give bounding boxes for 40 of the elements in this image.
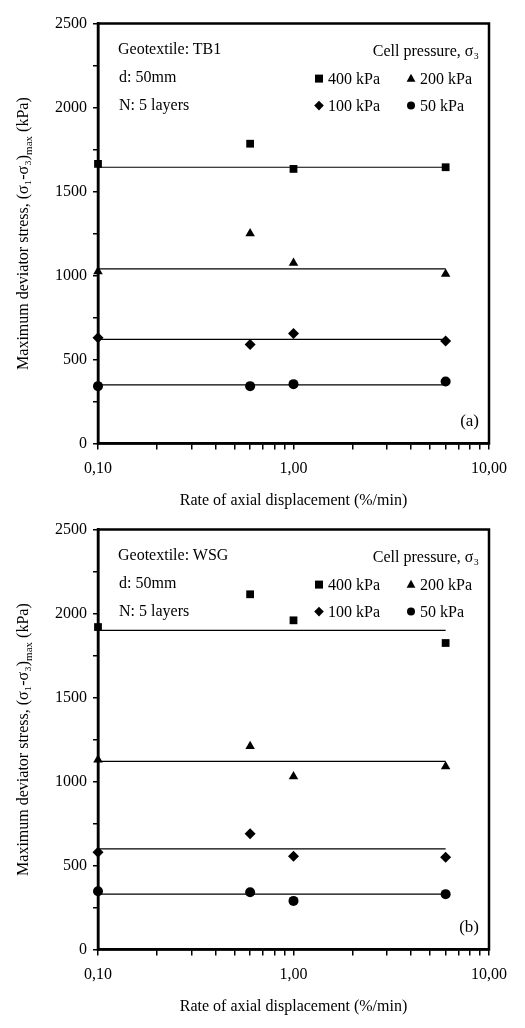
legend-label: 100 kPa xyxy=(328,96,380,114)
y-tick-label: 2000 xyxy=(55,603,87,621)
x-tick-label: 10,00 xyxy=(471,459,507,477)
legend-label: 400 kPa xyxy=(328,575,380,593)
legend-label: 50 kPa xyxy=(420,602,464,620)
annotation: N: 5 layers xyxy=(119,95,190,114)
legend-title: Cell pressure, σ₃ xyxy=(372,41,480,60)
x-tick-label: 1,00 xyxy=(279,459,308,477)
legend-title: Cell pressure, σ₃ xyxy=(372,547,480,566)
y-tick-label: 2500 xyxy=(55,13,87,31)
y-tick-label: 1000 xyxy=(55,265,87,283)
y-tick-label: 1000 xyxy=(55,771,87,789)
annotation: Geotextile: TB1 xyxy=(118,39,222,57)
y-tick-label: 500 xyxy=(63,349,87,367)
x-axis-title: Rate of axial displacement (%/min) xyxy=(179,490,408,509)
annotation: d: 50mm xyxy=(119,67,177,85)
x-tick-label: 1,00 xyxy=(279,965,308,983)
y-axis-title: Maximum deviator stress, (σ₁-σ₃)max (kPa) xyxy=(14,97,34,370)
annotation: (b) xyxy=(459,916,480,936)
legend-label: 400 kPa xyxy=(328,69,380,87)
y-tick-label: 1500 xyxy=(55,687,87,705)
annotation: (a) xyxy=(460,410,480,430)
legend-label: 100 kPa xyxy=(328,602,380,620)
legend-label: 200 kPa xyxy=(420,575,472,593)
annotation: Geotextile: WSG xyxy=(118,545,229,563)
legend-label: 200 kPa xyxy=(420,69,472,87)
x-tick-label: 0,10 xyxy=(84,965,112,983)
x-axis-title: Rate of axial displacement (%/min) xyxy=(179,996,408,1015)
x-tick-label: 10,00 xyxy=(471,965,507,983)
legend-label: 50 kPa xyxy=(420,96,464,114)
y-tick-label: 1500 xyxy=(55,181,87,199)
annotation: N: 5 layers xyxy=(119,601,190,620)
x-tick-label: 0,10 xyxy=(84,459,112,477)
y-axis-title: Maximum deviator stress, (σ₁-σ₃)max (kPa) xyxy=(14,603,34,876)
y-tick-label: 0 xyxy=(79,939,87,957)
y-tick-label: 0 xyxy=(79,433,87,451)
y-tick-label: 500 xyxy=(63,855,87,873)
y-tick-label: 2000 xyxy=(55,97,87,115)
annotation: d: 50mm xyxy=(119,573,177,591)
y-tick-label: 2500 xyxy=(55,519,87,537)
